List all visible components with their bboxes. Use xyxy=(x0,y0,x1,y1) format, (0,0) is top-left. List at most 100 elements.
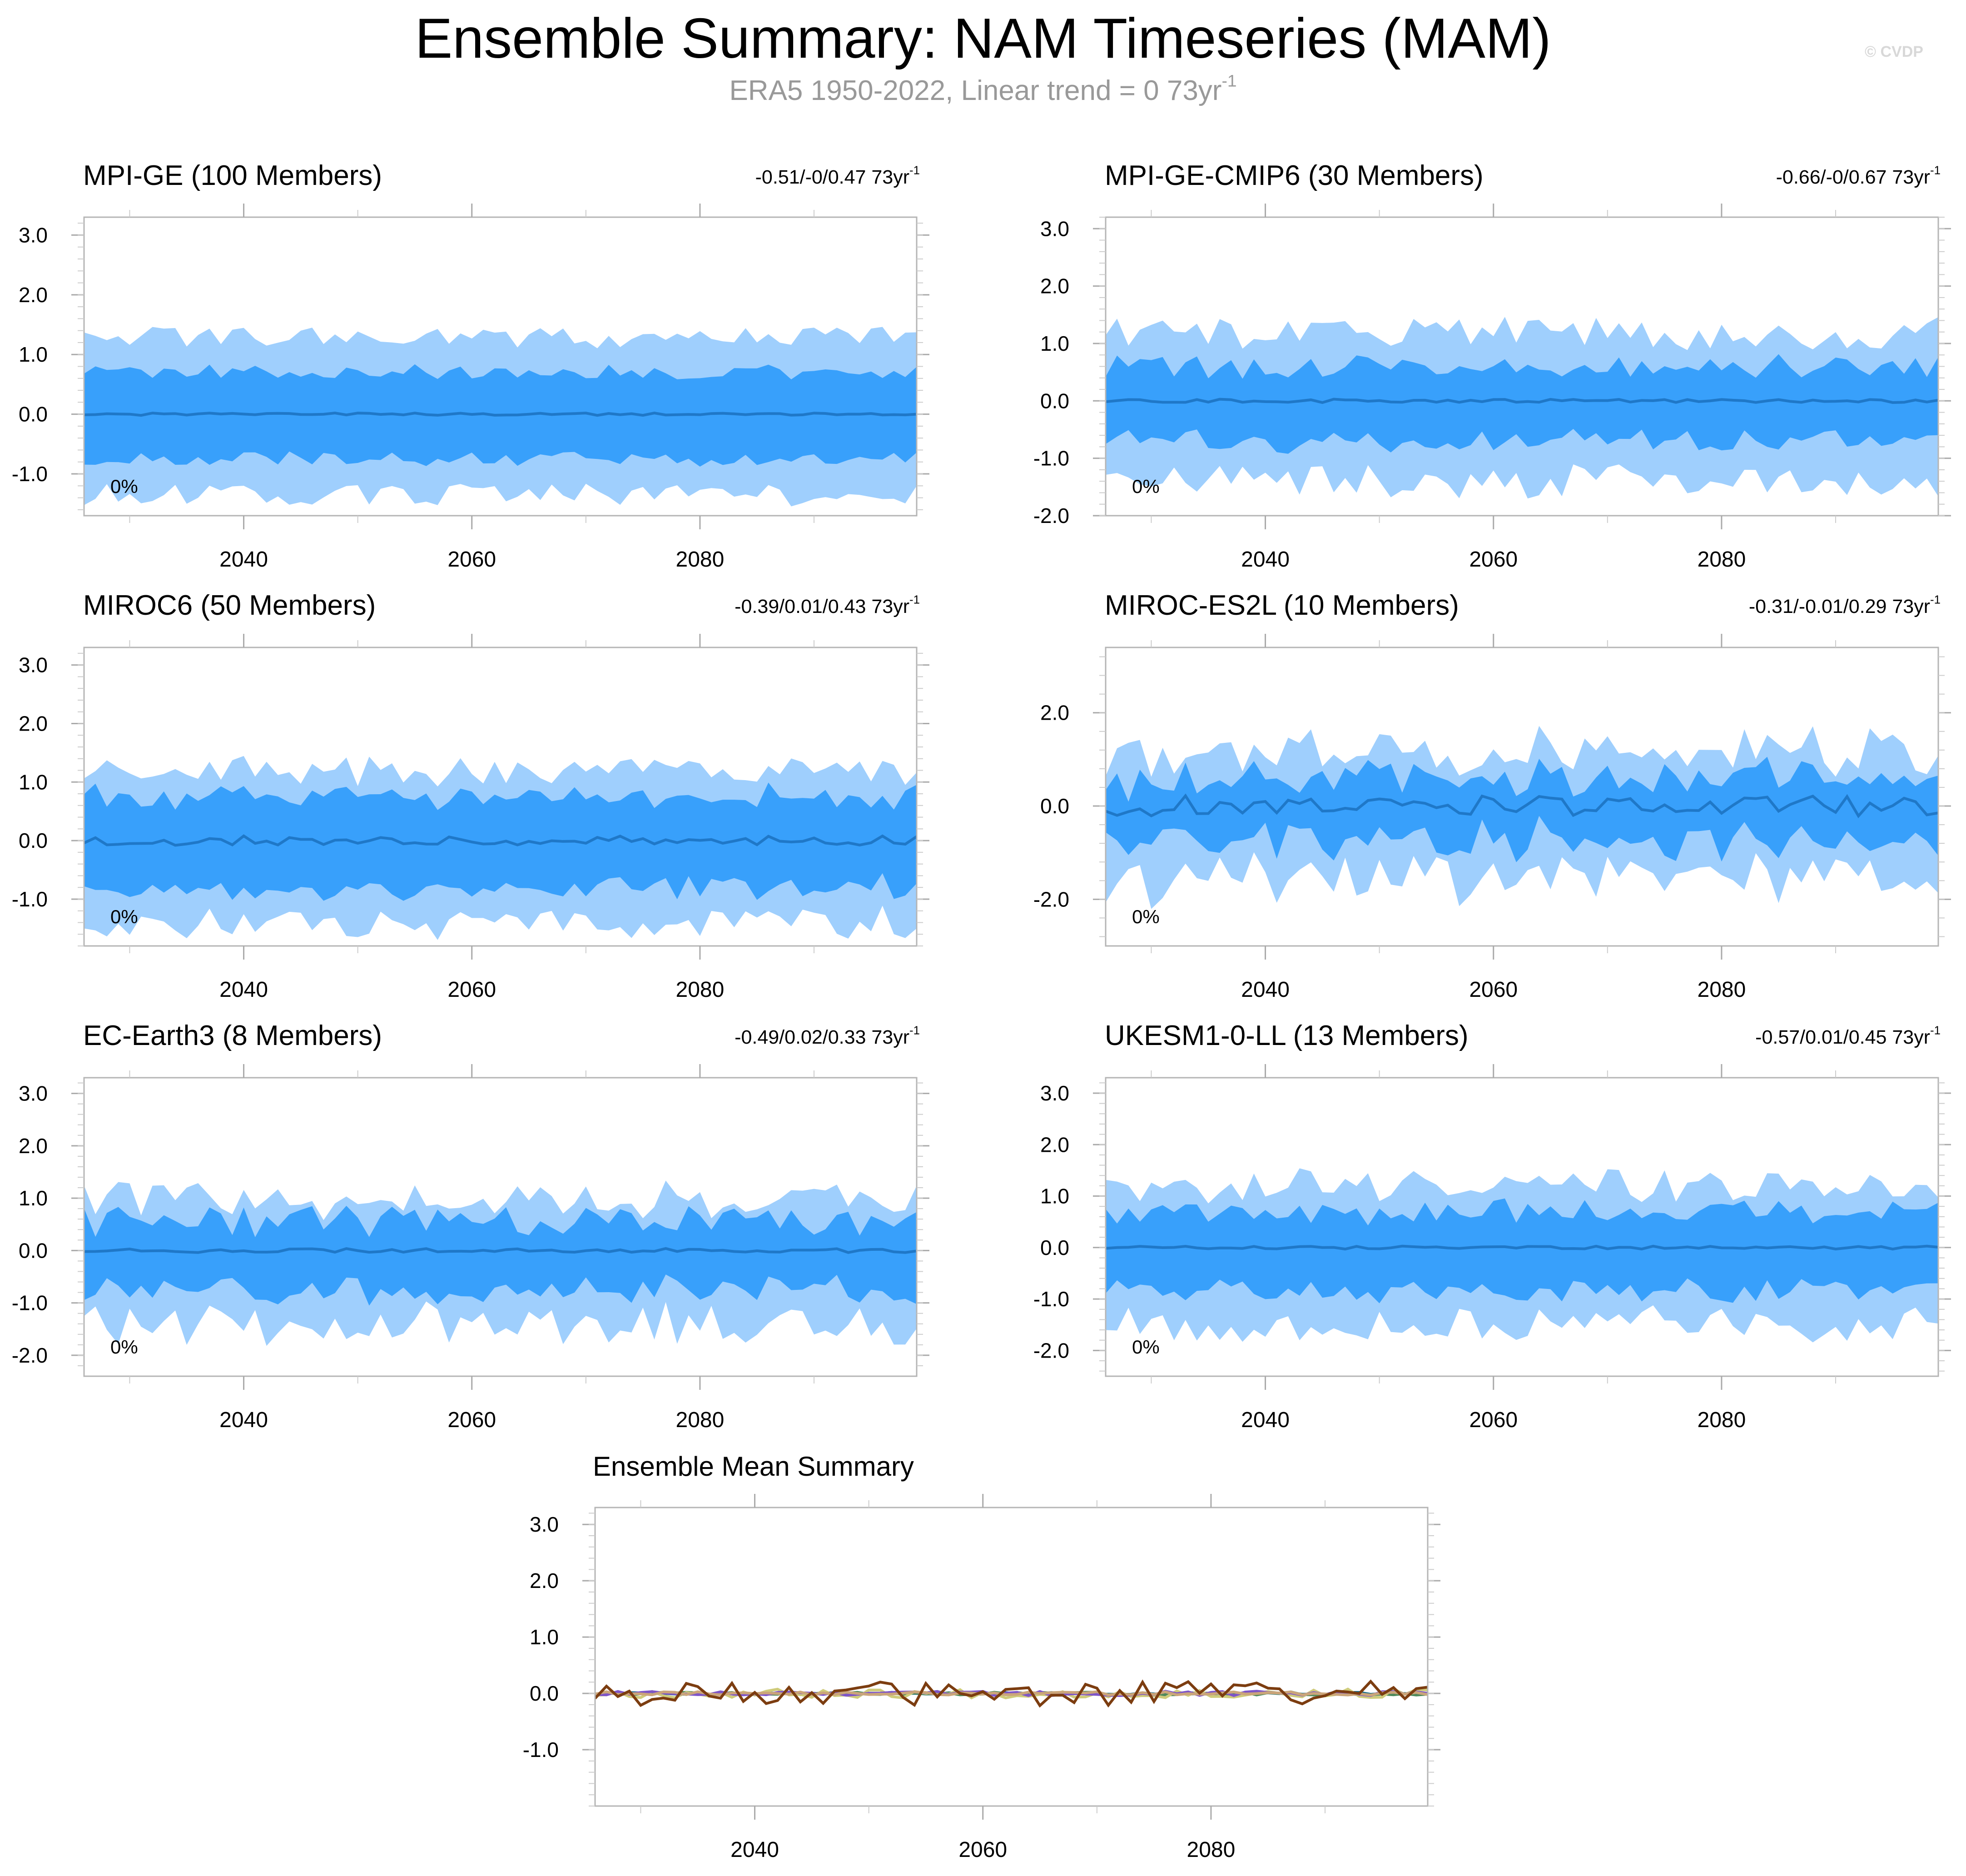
trend-text: -0.66/-0/0.67 73yr xyxy=(1776,166,1931,188)
plot-area xyxy=(84,756,917,940)
x-tick-label: 2060 xyxy=(447,547,496,572)
percent-label: 0% xyxy=(1132,1336,1160,1358)
trend-label-miroc-es2l: -0.31/-0.01/0.29 73yr-1 xyxy=(1749,594,1941,618)
y-tick-label: 0.0 xyxy=(530,1682,559,1705)
plot-frame xyxy=(1105,647,1939,947)
y-tick-label: 3.0 xyxy=(19,223,48,247)
x-tick-label: 2060 xyxy=(447,1408,496,1432)
y-tick-label: 2.0 xyxy=(530,1569,559,1592)
plot-area xyxy=(1106,726,1938,909)
trend-text: -0.57/0.01/0.45 73yr xyxy=(1755,1026,1931,1048)
chart-panel-miroc-es2l: 0% -2.0 0.0 2.0 2040 2060 2080 xyxy=(1033,634,1951,1002)
series-line-miroc6 xyxy=(595,1687,1428,1700)
x-tick-label: 2060 xyxy=(958,1838,1007,1862)
y-tick-label: 3.0 xyxy=(530,1513,559,1536)
percent-label: 0% xyxy=(1132,906,1160,927)
y-tick-label: 0.0 xyxy=(19,403,48,426)
plot-frame xyxy=(83,1077,918,1377)
subtitle: ERA5 1950-2022, Linear trend = 0 73yr-1 xyxy=(0,71,1966,109)
trend-superscript: -1 xyxy=(909,164,920,177)
x-tick-label: 2040 xyxy=(730,1838,779,1862)
chart-panel-mpi-ge: 0% -1.0 0.0 1.0 2.0 3.0 2040 2060 2080 xyxy=(12,204,929,572)
y-tick-label: 3.0 xyxy=(1040,217,1069,240)
y-tick-label: 1.0 xyxy=(1040,332,1069,355)
trend-label-ukesm1-0-ll: -0.57/0.01/0.45 73yr-1 xyxy=(1755,1024,1941,1049)
y-tick-label: 1.0 xyxy=(19,343,48,366)
x-tick-label: 2080 xyxy=(676,978,725,1002)
plot-frame xyxy=(594,1507,1429,1807)
x-tick-label: 2040 xyxy=(1241,547,1290,572)
y-tick-label: 0.0 xyxy=(19,1239,48,1262)
percent-label: 0% xyxy=(110,476,138,497)
y-tick-label: -1.0 xyxy=(523,1738,559,1762)
y-tick-label: 0.0 xyxy=(1040,1236,1069,1259)
inner-spread-band xyxy=(84,1205,917,1306)
y-tick-label: -2.0 xyxy=(1033,504,1069,527)
chart-panel-miroc6: 0% -1.0 0.0 1.0 2.0 3.0 2040 2060 2080 xyxy=(12,634,929,1002)
y-tick-label: -1.0 xyxy=(12,462,48,486)
inner-spread-band xyxy=(1106,354,1938,454)
trend-superscript: -1 xyxy=(1930,1024,1941,1037)
y-tick-label: 1.0 xyxy=(19,1186,48,1210)
ensemble-mean-line xyxy=(1106,398,1938,404)
plot-area xyxy=(84,327,917,507)
y-tick-label: 3.0 xyxy=(19,1082,48,1105)
y-tick-label: 0.0 xyxy=(1040,389,1069,413)
panel-title-mpi-ge-cmip6: MPI-GE-CMIP6 (30 Members) xyxy=(1105,160,1484,191)
trend-text: -0.51/-0/0.47 73yr xyxy=(755,166,910,188)
trend-text: -0.39/0.01/0.43 73yr xyxy=(735,596,910,617)
y-tick-label: -2.0 xyxy=(1033,887,1069,911)
plot-area xyxy=(1106,317,1938,499)
x-tick-label: 2060 xyxy=(447,978,496,1002)
credit-label: © CVDP xyxy=(1865,43,1923,60)
plot-area xyxy=(1106,1168,1938,1343)
chart-panel-ec-earth3: 0% -2.0 -1.0 0.0 1.0 2.0 3.0 2040 2060 2080 xyxy=(12,1064,929,1432)
plot-area xyxy=(595,1679,1428,1708)
x-tick-label: 2060 xyxy=(1469,547,1518,572)
subtitle-superscript: -1 xyxy=(1221,71,1237,90)
x-tick-label: 2080 xyxy=(1698,1408,1746,1432)
trend-superscript: -1 xyxy=(1930,164,1941,177)
series-line-miroc-es2l xyxy=(595,1679,1428,1708)
subtitle-text: ERA5 1950-2022, Linear trend = 0 73yr xyxy=(729,75,1222,106)
percent-label: 0% xyxy=(110,906,138,927)
x-tick-label: 2080 xyxy=(1698,978,1746,1002)
y-tick-label: -2.0 xyxy=(12,1344,48,1367)
trend-label-mpi-ge-cmip6: -0.66/-0/0.67 73yr-1 xyxy=(1776,164,1941,189)
x-tick-label: 2040 xyxy=(1241,978,1290,1002)
trend-label-ec-earth3: -0.49/0.02/0.33 73yr-1 xyxy=(735,1025,920,1049)
panel-title-miroc6: MIROC6 (50 Members) xyxy=(83,590,376,621)
x-tick-label: 2080 xyxy=(676,1408,725,1432)
ensemble-mean-line xyxy=(1106,793,1938,819)
x-tick-label: 2040 xyxy=(1241,1408,1290,1432)
panel-title-ukesm1-0-ll: UKESM1-0-LL (13 Members) xyxy=(1105,1020,1469,1051)
y-tick-label: 2.0 xyxy=(19,712,48,735)
chart-panel-ensemble-mean: -1.0 0.0 1.0 2.0 3.0 2040 2060 2080 xyxy=(523,1494,1440,1862)
x-tick-label: 2060 xyxy=(1469,1408,1518,1432)
panel-title-mpi-ge: MPI-GE (100 Members) xyxy=(83,160,382,191)
trend-label-miroc6: -0.39/0.01/0.43 73yr-1 xyxy=(735,594,920,618)
x-tick-label: 2040 xyxy=(219,978,268,1002)
y-tick-label: 1.0 xyxy=(19,770,48,794)
y-tick-label: 0.0 xyxy=(19,829,48,852)
x-tick-label: 2060 xyxy=(1469,978,1518,1002)
y-tick-label: 2.0 xyxy=(19,1134,48,1158)
y-tick-label: -2.0 xyxy=(1033,1339,1069,1362)
y-tick-label: -1.0 xyxy=(12,1291,48,1315)
y-tick-label: -1.0 xyxy=(1033,447,1069,470)
inner-spread-band xyxy=(1106,1198,1938,1304)
ensemble-mean-line xyxy=(1106,1244,1938,1251)
plot-area xyxy=(84,1180,917,1346)
x-tick-label: 2080 xyxy=(1187,1838,1236,1862)
main-title: Ensemble Summary: NAM Timeseries (MAM) xyxy=(415,7,1551,70)
y-tick-label: 2.0 xyxy=(19,283,48,307)
y-tick-label: 2.0 xyxy=(1040,274,1069,298)
chart-panel-mpi-ge-cmip6: 0% -2.0 -1.0 0.0 1.0 2.0 3.0 2040 2060 2080 xyxy=(1033,204,1951,572)
ensemble-mean-line xyxy=(84,1247,917,1254)
trend-label-mpi-ge: -0.51/-0/0.47 73yr-1 xyxy=(755,164,920,189)
y-tick-label: 0.0 xyxy=(1040,794,1069,818)
y-tick-label: 2.0 xyxy=(1040,701,1069,725)
y-tick-label: 3.0 xyxy=(1040,1081,1069,1105)
ensemble-mean-title: Ensemble Mean Summary xyxy=(593,1451,914,1482)
